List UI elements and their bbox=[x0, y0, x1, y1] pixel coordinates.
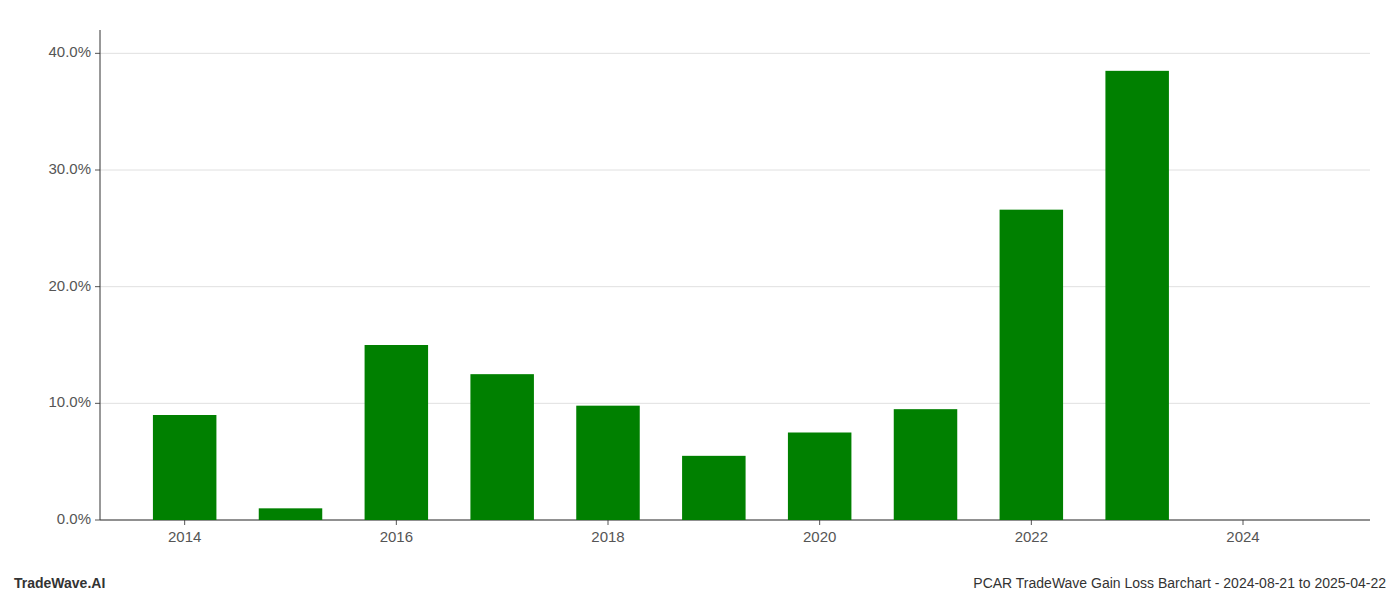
chart: 0.0% 10.0% 20.0% 30.0% 40.0% 2014 2016 2018 2020… bbox=[0, 0, 1400, 600]
grid-line bbox=[100, 403, 1370, 404]
chart-container: 0.0% 10.0% 20.0% 30.0% 40.0% 2014 2016 2018 2020… bbox=[0, 0, 1400, 600]
bar bbox=[682, 456, 746, 520]
y-tick-label: 10.0% bbox=[48, 393, 91, 410]
x-tick-label: 2020 bbox=[803, 528, 836, 545]
x-tick bbox=[608, 520, 609, 525]
y-tick bbox=[95, 170, 100, 171]
footer-text: TradeWave.AI bbox=[14, 575, 105, 591]
bar bbox=[1000, 210, 1063, 520]
x-tick bbox=[184, 520, 185, 525]
x-tick bbox=[819, 520, 820, 525]
grid-line bbox=[100, 170, 1370, 171]
x-tick-label: 2014 bbox=[168, 528, 201, 545]
x-tick-label: 2024 bbox=[1226, 528, 1259, 545]
grid-line bbox=[100, 286, 1370, 287]
x-tick-label: 2018 bbox=[591, 528, 624, 545]
y-axis-line bbox=[100, 30, 101, 520]
y-tick-label: 0.0% bbox=[57, 510, 91, 527]
y-tick bbox=[95, 53, 100, 54]
background bbox=[0, 0, 1400, 600]
bar bbox=[1105, 71, 1169, 520]
bar bbox=[788, 433, 852, 521]
y-tick bbox=[95, 403, 100, 404]
y-tick bbox=[95, 520, 100, 521]
axes: 0.0% 10.0% 20.0% 30.0% 40.0% 2014 2016 2018 2020… bbox=[48, 30, 1370, 545]
bars bbox=[153, 71, 1169, 520]
y-tick bbox=[95, 286, 100, 287]
bar bbox=[365, 345, 429, 520]
y-tick-label: 20.0% bbox=[48, 277, 91, 294]
y-tick-label: 30.0% bbox=[48, 160, 91, 177]
x-tick-label: 2016 bbox=[380, 528, 413, 545]
bar bbox=[576, 406, 640, 520]
grid-line bbox=[100, 53, 1370, 54]
y-tick-label: 40.0% bbox=[48, 43, 91, 60]
bar bbox=[894, 409, 958, 520]
footer-text: PCAR TradeWave Gain Loss Barchart - 2024… bbox=[973, 575, 1386, 591]
x-tick-label: 2022 bbox=[1015, 528, 1048, 545]
bar bbox=[470, 374, 533, 520]
x-tick bbox=[1031, 520, 1032, 525]
x-tick bbox=[1243, 520, 1244, 525]
bar bbox=[259, 508, 323, 520]
page: {"chart_data": {"type": "bar", "x": [201… bbox=[0, 0, 1400, 600]
grid bbox=[100, 53, 1370, 520]
bar bbox=[153, 415, 217, 520]
bar bbox=[1211, 520, 1275, 521]
x-tick bbox=[396, 520, 397, 525]
